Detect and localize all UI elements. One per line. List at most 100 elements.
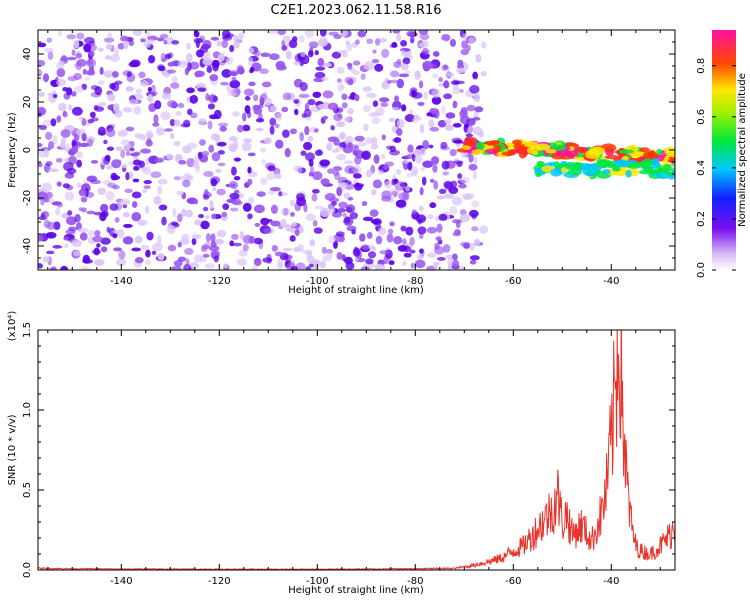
colorbar-tick-label: 0.4 (696, 160, 707, 176)
noise-speckle (260, 177, 268, 186)
noise-speckle (294, 228, 300, 237)
noise-speckle (465, 133, 474, 138)
noise-speckle (274, 123, 280, 129)
noise-speckle (402, 261, 407, 266)
noise-speckle (452, 87, 461, 95)
noise-speckle (131, 211, 142, 222)
noise-speckle (163, 73, 170, 78)
noise-speckle (331, 201, 337, 206)
noise-speckle (300, 150, 307, 156)
noise-speckle (231, 76, 237, 82)
noise-speckle (336, 153, 347, 161)
noise-speckle (57, 30, 62, 37)
noise-speckle (133, 165, 140, 171)
noise-speckle (405, 226, 414, 236)
noise-speckle (185, 209, 194, 218)
colorbar-ticks: 0.0 0.2 0.4 0.6 0.8 (696, 58, 736, 278)
noise-speckle (398, 73, 410, 78)
noise-speckle (204, 263, 215, 269)
noise-speckle (117, 42, 125, 50)
noise-speckle (466, 104, 476, 112)
noise-speckle (112, 229, 121, 234)
noise-speckle (40, 199, 45, 206)
echo-speckle (466, 137, 473, 143)
top-y-axis: -40 -20 0 20 40 (22, 29, 675, 271)
noise-speckle (431, 96, 442, 105)
noise-speckle (181, 208, 187, 217)
noise-speckle (339, 131, 346, 140)
noise-speckle (115, 146, 124, 152)
noise-speckle (438, 188, 447, 195)
noise-speckle (388, 260, 395, 266)
noise-speckle (213, 255, 220, 263)
snr-y-tick-label: 1.0 (22, 402, 33, 418)
noise-speckle (254, 204, 265, 214)
y-tick-label: 40 (22, 48, 33, 61)
noise-speckle (117, 159, 122, 164)
noise-speckle (421, 176, 427, 186)
echo-speckle (666, 151, 675, 158)
noise-speckle (259, 68, 269, 75)
noise-speckle (154, 157, 165, 163)
noise-speckle (328, 31, 339, 36)
noise-speckle (41, 182, 53, 192)
noise-speckle (68, 226, 78, 231)
noise-speckle (293, 99, 300, 104)
noise-speckle (59, 141, 66, 149)
noise-speckle (87, 59, 94, 65)
noise-speckle (328, 197, 340, 203)
noise-speckle (122, 236, 134, 245)
noise-speckle (210, 233, 216, 243)
noise-speckle (56, 68, 66, 78)
noise-speckle (186, 42, 191, 50)
noise-speckle (200, 43, 211, 50)
noise-speckle (278, 191, 283, 197)
noise-speckle (143, 39, 152, 48)
noise-speckle (64, 191, 75, 201)
noise-speckle (56, 78, 67, 87)
noise-speckle (132, 159, 142, 166)
noise-speckle (395, 33, 402, 42)
noise-speckle (428, 144, 434, 149)
noise-speckle (344, 165, 355, 174)
noise-speckle (275, 139, 284, 149)
noise-speckle (249, 69, 254, 74)
noise-speckle (313, 128, 319, 133)
noise-speckle (104, 73, 112, 78)
noise-speckle (410, 166, 419, 175)
noise-speckle (178, 175, 184, 182)
noise-speckle (458, 183, 467, 189)
noise-speckle (365, 258, 374, 265)
noise-speckle (43, 197, 50, 203)
y-tick-label: 0 (22, 147, 33, 153)
noise-speckle (355, 182, 360, 187)
noise-speckle (166, 69, 176, 74)
noise-speckle (255, 127, 264, 132)
noise-speckle (170, 221, 178, 227)
noise-speckle (354, 155, 362, 165)
noise-speckle (212, 187, 217, 191)
noise-speckle (253, 237, 263, 245)
noise-speckle (78, 142, 90, 147)
noise-speckle (76, 159, 83, 168)
noise-speckle (372, 179, 383, 189)
noise-speckle (38, 162, 43, 168)
noise-speckle (319, 159, 331, 167)
noise-speckle (79, 232, 88, 241)
noise-speckle (423, 91, 429, 100)
noise-speckle (361, 244, 370, 250)
echo-speckle (597, 159, 612, 166)
noise-speckle (436, 223, 443, 233)
noise-speckle (152, 242, 164, 252)
noise-speckle (184, 247, 194, 256)
noise-speckle (415, 214, 427, 224)
noise-speckle (145, 259, 152, 266)
noise-speckle (294, 108, 299, 116)
noise-speckle (66, 56, 77, 61)
noise-speckle (217, 53, 225, 62)
noise-speckle (145, 129, 154, 140)
noise-speckle (71, 145, 79, 154)
noise-speckle (462, 33, 467, 42)
noise-speckle (123, 223, 133, 229)
noise-speckle (217, 150, 225, 155)
